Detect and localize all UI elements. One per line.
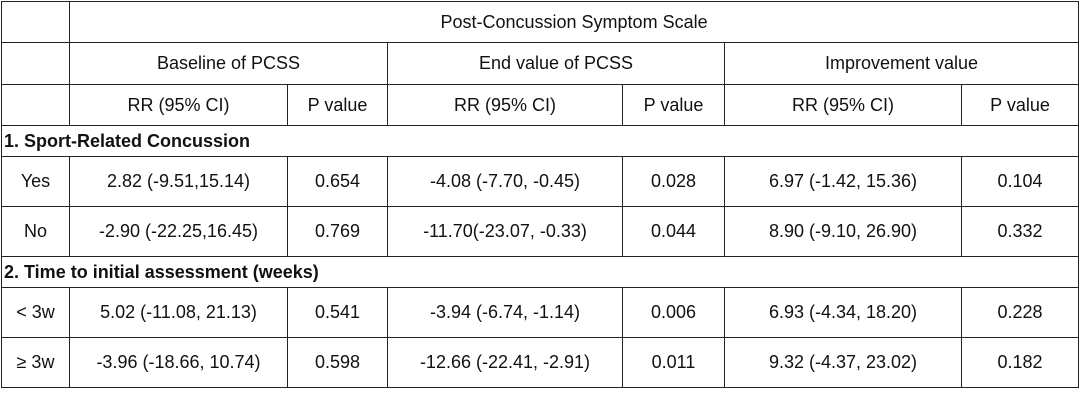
group-header-end-value: End value of PCSS	[387, 42, 725, 85]
table-cell: 8.90 (-9.10, 26.90)	[724, 206, 962, 257]
row-label: < 3w	[1, 287, 70, 338]
sub-header-p: P value	[287, 84, 388, 126]
scale-title: Post-Concussion Symptom Scale	[68, 1, 1080, 43]
row-label: No	[1, 206, 70, 257]
table-cell: -11.70(-23.07, -0.33)	[387, 206, 623, 257]
table-cell: -4.08 (-7.70, -0.45)	[387, 156, 623, 207]
table-cell: 0.006	[622, 287, 725, 338]
sub-header-row: RR (95% CI) P value RR (95% CI) P value …	[1, 84, 1080, 126]
table-cell: 0.332	[960, 206, 1080, 257]
table-cell: 0.011	[622, 337, 725, 388]
section-row: 2. Time to initial assessment (weeks)	[0, 256, 1080, 288]
pcss-results-table: Post-Concussion Symptom Scale Baseline o…	[0, 1, 1080, 388]
row-label: Yes	[1, 156, 70, 207]
section-row: 1. Sport-Related Concussion	[0, 125, 1080, 157]
table-cell: -3.94 (-6.74, -1.14)	[387, 287, 623, 338]
table-row: Yes 2.82 (-9.51,15.14) 0.654 -4.08 (-7.7…	[1, 156, 1080, 207]
table-cell: -12.66 (-22.41, -2.91)	[387, 337, 623, 388]
sub-header-rr: RR (95% CI)	[724, 84, 962, 126]
table-row: No -2.90 (-22.25,16.45) 0.769 -11.70(-23…	[1, 206, 1080, 257]
group-header-baseline: Baseline of PCSS	[69, 42, 388, 85]
corner-cell	[1, 42, 70, 85]
table-cell: 2.82 (-9.51,15.14)	[69, 156, 288, 207]
table-cell: 9.32 (-4.37, 23.02)	[724, 337, 962, 388]
table-cell: 0.654	[287, 156, 388, 207]
table-cell: 0.598	[287, 337, 388, 388]
sub-header-rr: RR (95% CI)	[387, 84, 623, 126]
table-cell: 0.044	[622, 206, 725, 257]
table-cell: -2.90 (-22.25,16.45)	[69, 206, 288, 257]
sub-header-p: P value	[960, 84, 1080, 126]
section-title: 2. Time to initial assessment (weeks)	[0, 256, 1080, 288]
table-cell: 5.02 (-11.08, 21.13)	[69, 287, 288, 338]
group-header-improvement: Improvement value	[723, 42, 1080, 85]
sub-header-rr: RR (95% CI)	[69, 84, 288, 126]
section-title: 1. Sport-Related Concussion	[0, 125, 1080, 157]
table-row: ≥ 3w -3.96 (-18.66, 10.74) 0.598 -12.66 …	[1, 337, 1080, 388]
table-cell: 0.769	[287, 206, 388, 257]
group-header-row: Baseline of PCSS End value of PCSS Impro…	[1, 42, 1080, 85]
table-cell: 6.93 (-4.34, 18.20)	[724, 287, 962, 338]
table-cell: 6.97 (-1.42, 15.36)	[724, 156, 962, 207]
row-label: ≥ 3w	[1, 337, 70, 388]
table-cell: 0.104	[960, 156, 1080, 207]
sub-header-p: P value	[622, 84, 725, 126]
table-cell: 0.028	[622, 156, 725, 207]
corner-cell	[1, 84, 70, 126]
table-cell: 0.228	[960, 287, 1080, 338]
table-cell: 0.541	[287, 287, 388, 338]
table-row: < 3w 5.02 (-11.08, 21.13) 0.541 -3.94 (-…	[1, 287, 1080, 338]
table-header-row: Post-Concussion Symptom Scale	[1, 1, 1080, 43]
corner-cell	[1, 1, 70, 43]
table-cell: -3.96 (-18.66, 10.74)	[69, 337, 288, 388]
table-cell: 0.182	[960, 337, 1080, 388]
